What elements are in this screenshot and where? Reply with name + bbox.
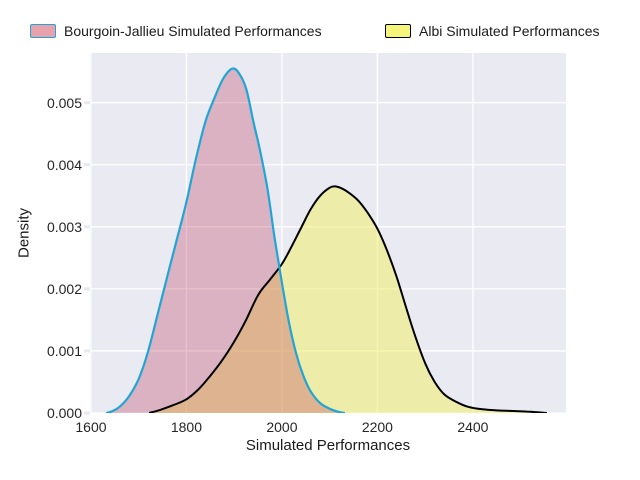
legend-item-albi: Albi Simulated Performances	[385, 23, 600, 39]
y-tick-mark	[84, 287, 90, 291]
x-tick-label: 1600	[75, 419, 107, 435]
y-axis-label: Density	[15, 207, 33, 259]
legend-swatch-bourgoin	[30, 24, 56, 38]
y-tick-label: 0.002	[46, 280, 82, 297]
kde-line-albi	[148, 185, 547, 413]
y-tick-label: 0.003	[46, 218, 82, 235]
legend-swatch-albi	[385, 24, 411, 38]
kde-fill-bourgoin	[106, 68, 345, 413]
y-tick-label: 0.005	[46, 94, 82, 111]
kde-fill-albi	[149, 186, 547, 413]
y-tick-mark	[84, 101, 90, 105]
legend-label-bourgoin: Bourgoin-Jallieu Simulated Performances	[64, 23, 322, 39]
x-tick-label: 2000	[266, 419, 298, 435]
x-axis-label: Simulated Performances	[245, 437, 411, 454]
kde-line-bourgoin	[105, 67, 346, 413]
y-tick-label: 0.000	[46, 405, 82, 421]
y-tick-mark	[84, 163, 90, 167]
x-tick-label: 2400	[457, 419, 489, 435]
x-tick-label: 2200	[361, 419, 393, 435]
y-tick-mark	[84, 349, 90, 353]
y-tick-label: 0.004	[46, 156, 82, 173]
y-tick-mark	[84, 411, 90, 415]
y-tick-mark	[84, 225, 90, 229]
y-tick-label: 0.001	[46, 342, 82, 359]
x-tick-label: 1800	[170, 419, 203, 435]
legend-label-albi: Albi Simulated Performances	[419, 23, 600, 39]
legend-item-bourgoin: Bourgoin-Jallieu Simulated Performances	[30, 23, 322, 39]
